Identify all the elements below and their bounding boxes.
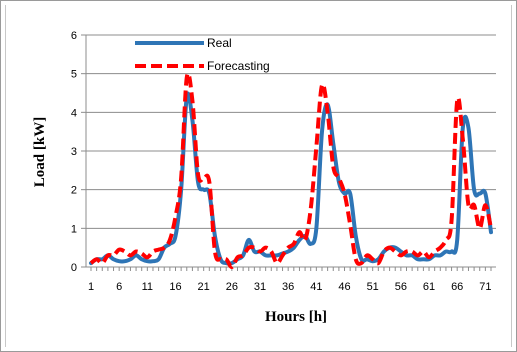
- legend-label-real: Real: [207, 36, 232, 50]
- x-tick-label: 61: [423, 281, 435, 293]
- axes: [81, 34, 496, 271]
- x-tick-label: 11: [142, 281, 153, 293]
- x-axis-title: Hours [h]: [265, 309, 327, 325]
- gridlines: [86, 34, 496, 229]
- y-tick-label: 4: [71, 107, 77, 119]
- x-tick-label: 1: [88, 281, 94, 293]
- x-tick-label: 56: [395, 281, 407, 293]
- y-tick-label: 1: [71, 223, 77, 235]
- x-tick-label: 6: [116, 281, 122, 293]
- series-line-forecasting: [89, 71, 493, 269]
- x-tick-label: 51: [367, 281, 379, 293]
- y-axis-title: Load [kW]: [32, 117, 48, 187]
- x-tick-label: 71: [479, 281, 491, 293]
- x-tick-label: 31: [254, 281, 266, 293]
- x-tick-label: 26: [226, 281, 238, 293]
- series-line-real: [89, 91, 493, 266]
- series-layer: [89, 71, 493, 269]
- legend: Real Forecasting: [135, 36, 270, 73]
- y-tick-label: 6: [71, 30, 77, 42]
- x-tick-label: 21: [198, 281, 210, 293]
- y-tick-label: 3: [71, 146, 77, 158]
- y-tick-label: 2: [71, 185, 77, 197]
- chart-inner-border: [5, 5, 512, 347]
- y-tick-label: 0: [71, 262, 77, 274]
- y-tick-label: 5: [71, 69, 77, 81]
- x-tick-label: 16: [169, 281, 181, 293]
- x-tick-label: 66: [451, 281, 463, 293]
- x-tick-label: 46: [338, 281, 350, 293]
- x-tick-label: 36: [282, 281, 294, 293]
- x-tick-label: 41: [310, 281, 322, 293]
- legend-label-forecasting: Forecasting: [207, 59, 270, 73]
